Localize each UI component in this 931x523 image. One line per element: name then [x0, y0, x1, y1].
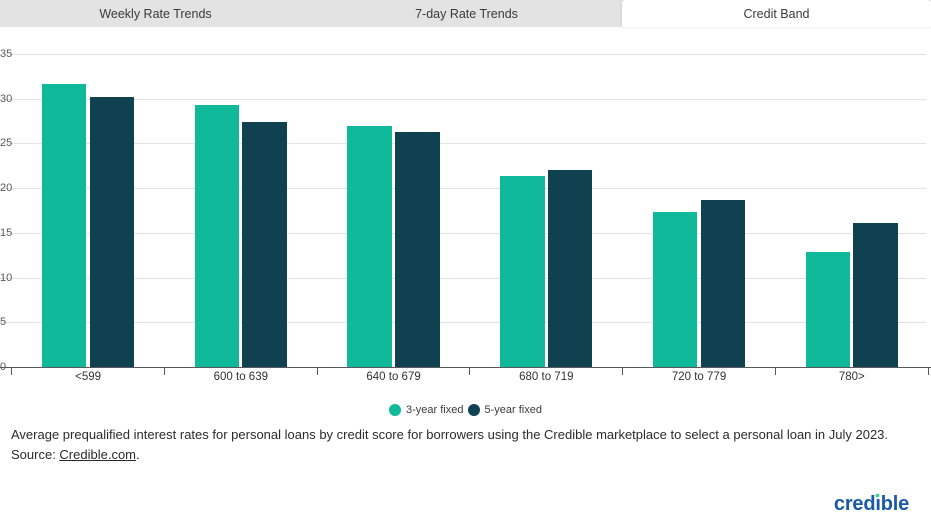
- svg-text:credible: credible: [834, 493, 909, 515]
